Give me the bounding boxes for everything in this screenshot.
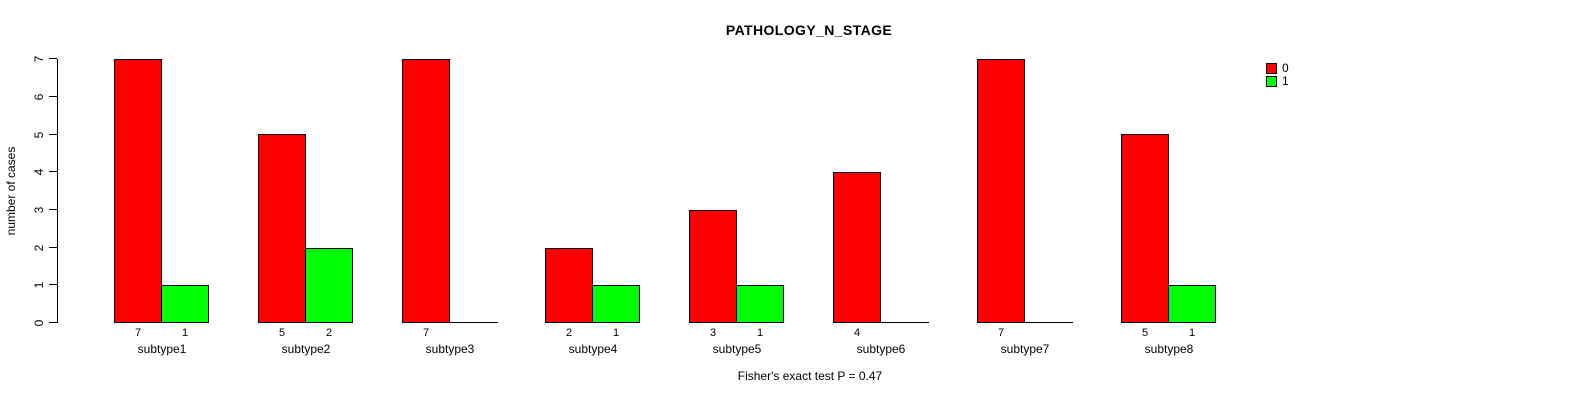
category-label-subtype3: subtype3 <box>425 342 475 356</box>
y-tick <box>49 95 57 97</box>
bar-1-subtype2 <box>305 248 353 323</box>
category-label-subtype5: subtype5 <box>712 342 762 356</box>
count-label-1-subtype2: 2 <box>325 327 333 339</box>
count-label-0-subtype7: 7 <box>997 327 1005 339</box>
y-tick <box>49 133 57 135</box>
count-label-0-subtype3: 7 <box>422 327 430 339</box>
count-label-0-subtype1: 7 <box>134 327 142 339</box>
bar-1-subtype6-zero <box>880 322 929 323</box>
bar-1-subtype7-zero <box>1024 322 1073 323</box>
bar-0-subtype3 <box>402 59 450 323</box>
legend-label-1: 1 <box>1282 74 1289 88</box>
y-tick-label: 3 <box>32 206 46 214</box>
count-label-0-subtype4: 2 <box>565 327 573 339</box>
bar-0-subtype8 <box>1121 134 1169 323</box>
y-tick <box>49 208 57 210</box>
category-label-subtype8: subtype8 <box>1144 342 1194 356</box>
bar-0-subtype6 <box>833 172 881 323</box>
category-label-subtype6: subtype6 <box>856 342 906 356</box>
count-label-0-subtype8: 5 <box>1141 327 1149 339</box>
y-tick-label: 1 <box>32 281 46 289</box>
y-tick-label: 2 <box>32 244 46 251</box>
category-label-subtype7: subtype7 <box>1000 342 1050 356</box>
bar-0-subtype4 <box>545 248 593 323</box>
count-label-1-subtype1: 1 <box>181 327 189 339</box>
bar-0-subtype7 <box>977 59 1025 323</box>
count-label-1-subtype8: 1 <box>1188 327 1196 339</box>
category-label-subtype4: subtype4 <box>568 342 618 356</box>
count-label-1-subtype5: 1 <box>756 327 764 339</box>
fisher-test-annotation: Fisher's exact test P = 0.47 <box>737 369 883 383</box>
bar-1-subtype8 <box>1168 285 1216 323</box>
y-axis-label: number of cases <box>4 146 18 236</box>
bar-0-subtype1 <box>114 59 162 323</box>
bar-0-subtype2 <box>258 134 306 323</box>
legend-swatch-green <box>1266 75 1277 87</box>
bar-1-subtype4 <box>592 285 640 323</box>
bar-1-subtype5 <box>736 285 784 323</box>
legend-label-0: 0 <box>1282 61 1289 75</box>
y-tick <box>49 284 57 286</box>
y-tick-label: 5 <box>32 131 46 138</box>
y-tick <box>49 171 57 173</box>
y-tick <box>49 58 57 60</box>
count-label-1-subtype4: 1 <box>612 327 620 339</box>
count-label-0-subtype2: 5 <box>278 327 286 339</box>
count-label-0-subtype6: 4 <box>853 327 861 339</box>
bar-1-subtype3-zero <box>449 322 498 323</box>
legend-entry-0: 0 <box>1266 62 1289 74</box>
y-axis-line <box>57 59 58 323</box>
y-tick-label: 4 <box>32 168 46 176</box>
legend: 0 1 <box>1266 62 1289 88</box>
y-tick <box>49 322 57 323</box>
y-tick-label: 6 <box>32 93 46 101</box>
y-tick-label: 0 <box>32 319 46 327</box>
y-tick-label: 7 <box>32 55 46 63</box>
legend-swatch-red <box>1266 62 1277 74</box>
bar-1-subtype1 <box>161 285 209 323</box>
chart-title: PATHOLOGY_N_STAGE <box>725 22 893 38</box>
legend-entry-1: 1 <box>1266 75 1289 87</box>
count-label-0-subtype5: 3 <box>709 327 717 339</box>
category-label-subtype1: subtype1 <box>137 342 187 356</box>
category-label-subtype2: subtype2 <box>281 342 331 356</box>
y-tick <box>49 246 57 248</box>
bar-0-subtype5 <box>689 210 737 323</box>
